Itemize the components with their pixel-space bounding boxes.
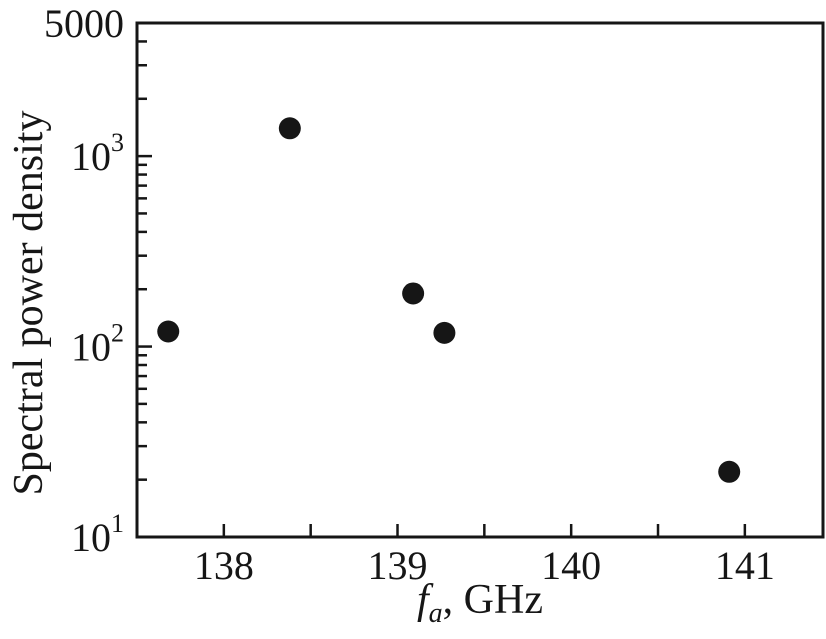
x-axis-title: fa, GHz xyxy=(417,577,543,629)
data-point xyxy=(718,460,741,483)
y-tick-label: 5000 xyxy=(44,1,124,46)
data-point xyxy=(402,282,425,305)
y-tick-label: 103 xyxy=(71,128,124,179)
data-point xyxy=(433,321,456,344)
data-point xyxy=(157,320,180,343)
x-tick-label: 139 xyxy=(368,543,428,588)
y-axis-title: Spectral power density xyxy=(6,111,52,496)
x-tick-label: 138 xyxy=(194,543,254,588)
y-tick-label: 102 xyxy=(71,319,124,370)
y-tick-label: 101 xyxy=(71,509,124,560)
x-tick-label: 140 xyxy=(541,543,601,588)
plot-frame xyxy=(135,21,825,539)
data-point xyxy=(278,117,301,140)
x-tick-label: 141 xyxy=(715,543,775,588)
